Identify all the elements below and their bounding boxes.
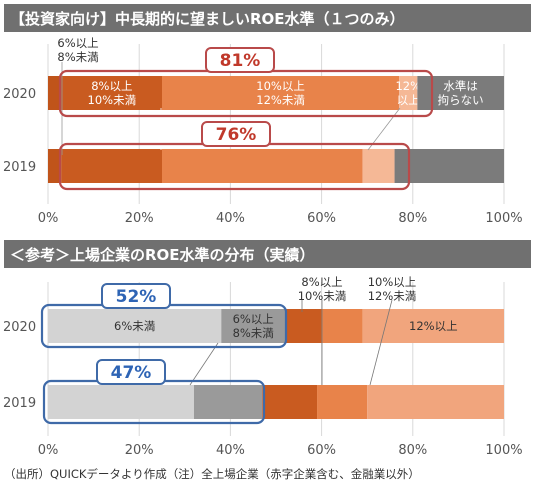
segment-label: 水準は拘らない <box>438 79 484 107</box>
x-tick-label: 100% <box>485 443 522 458</box>
bar-segment <box>193 385 263 419</box>
bar-segment <box>362 149 395 183</box>
bar-segment <box>221 309 286 343</box>
share-badge <box>96 359 166 385</box>
y-category-label: 2020 <box>3 87 36 102</box>
leader-line <box>369 299 393 386</box>
share-badge <box>205 47 275 73</box>
chart-title: ＜参考＞上場企業のROE水準の分布（実績） <box>10 246 315 264</box>
segment-label: 6%未満 <box>114 319 155 333</box>
y-category-label: 2019 <box>3 160 36 175</box>
x-tick-label: 20% <box>125 443 154 458</box>
leader-line <box>189 342 219 386</box>
bar-segment <box>285 309 322 343</box>
footnote: （出所）QUICKデータより作成（注）全上場企業（赤字企業含む、金融業以外） <box>4 467 420 481</box>
bar-segment <box>367 385 504 419</box>
share-badge-value: 81% <box>220 51 261 71</box>
bar-segment <box>362 309 504 343</box>
title-bar <box>4 240 531 268</box>
segment-label: 10%以上 12%未満 <box>368 275 417 303</box>
x-tick-label: 40% <box>216 211 245 226</box>
x-tick-label: 80% <box>398 211 427 226</box>
bar-segment <box>162 76 400 110</box>
x-tick-label: 40% <box>216 443 245 458</box>
chart-1: 【投資家向け】中長期的に望ましいROE水準（１つのみ） 0% 20% 40% 60% 80… <box>3 4 531 226</box>
x-tick-label: 0% <box>38 211 59 226</box>
x-tick-label: 60% <box>307 211 336 226</box>
bar-segment <box>61 149 162 183</box>
segment-label: 12%以上 <box>395 79 421 107</box>
chart-title: 【投資家向け】中長期的に望ましいROE水準（１つのみ） <box>10 10 405 28</box>
x-tick-label: 60% <box>307 443 336 458</box>
share-badge <box>201 121 271 147</box>
bar-segment <box>61 76 162 110</box>
chart-2: ＜参考＞上場企業のROE水準の分布（実績） 0% 20% 40% 60% 80% 100% 2… <box>3 240 531 458</box>
segment-label: 12%以上 <box>409 319 458 333</box>
segment-label: 8%以上 10%未満 <box>88 79 137 107</box>
segment-label: 6%以上 8%未満 <box>57 36 98 64</box>
y-category-label: 2019 <box>3 396 36 411</box>
x-tick-label: 100% <box>485 211 522 226</box>
bar-segment <box>262 385 318 419</box>
title-bar <box>4 4 531 32</box>
x-tick-label: 20% <box>125 211 154 226</box>
segment-label: 8%以上 10%未満 <box>298 275 347 303</box>
segment-label: 6%以上 8%未満 <box>233 312 274 340</box>
bar-segment <box>48 149 62 183</box>
bar-segment <box>48 309 222 343</box>
share-badge <box>101 283 171 309</box>
segment-label: 10%以上 12%未満 <box>256 79 305 107</box>
bar-segment <box>48 76 62 110</box>
bar-segment <box>317 385 368 419</box>
x-tick-label: 80% <box>398 443 427 458</box>
bar-segment <box>321 309 363 343</box>
x-tick-label: 0% <box>38 443 59 458</box>
bar-segment <box>394 149 504 183</box>
share-badge-value: 76% <box>216 125 257 145</box>
y-category-label: 2020 <box>3 320 36 335</box>
share-badge-value: 47% <box>111 363 152 383</box>
bar-segment <box>399 76 418 110</box>
share-badge-value: 52% <box>116 287 157 307</box>
bar-segment <box>48 385 194 419</box>
bar-segment <box>162 149 363 183</box>
